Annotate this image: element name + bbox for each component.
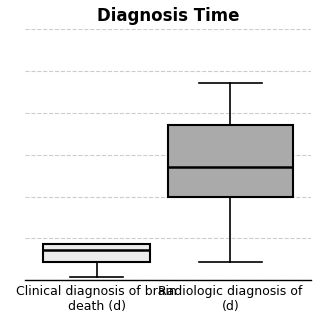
Title: Diagnosis Time: Diagnosis Time bbox=[97, 7, 239, 25]
PathPatch shape bbox=[43, 244, 150, 262]
PathPatch shape bbox=[168, 125, 293, 196]
